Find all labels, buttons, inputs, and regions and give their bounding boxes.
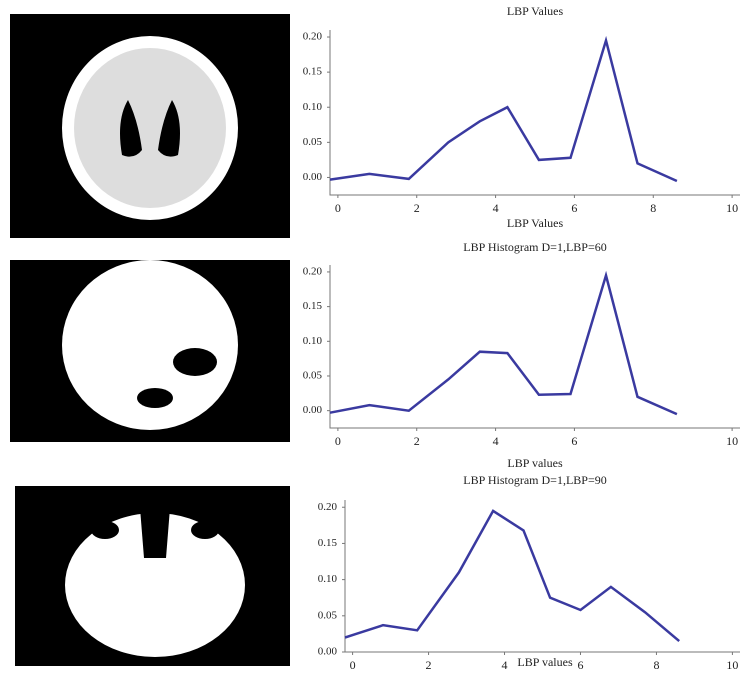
chart-title: LBP Histogram D=1,LBP=90	[463, 473, 606, 487]
x-tick-label: 10	[726, 658, 738, 672]
x-tick-label: 6	[577, 658, 583, 672]
x-tick-label: 8	[653, 658, 659, 672]
y-tick-label: 0.20	[303, 265, 323, 277]
data-line	[329, 35, 678, 183]
x-tick-label: 2	[414, 434, 420, 448]
y-tick-label: 0.00	[303, 171, 323, 183]
x-tick-label: 0	[335, 434, 341, 448]
x-tick-label: 8	[650, 201, 656, 215]
y-tick-label: 0.20	[318, 501, 338, 513]
y-tick-label: 0.10	[303, 101, 323, 113]
y-tick-label: 0.20	[303, 31, 323, 43]
y-tick-label: 0.15	[318, 537, 338, 549]
x-tick-label: 4	[493, 201, 499, 215]
y-tick-label: 0.00	[318, 646, 338, 658]
chart-title: LBP Values	[507, 4, 564, 18]
x-tick-label: 6	[571, 434, 577, 448]
data-line	[344, 509, 681, 643]
x-tick-label: 6	[571, 201, 577, 215]
y-tick-label: 0.15	[303, 300, 323, 312]
y-tick-label: 0.10	[303, 335, 323, 347]
x-tick-label: 4	[493, 434, 499, 448]
x-tick-label: 4	[502, 658, 508, 672]
y-tick-label: 0.05	[303, 136, 323, 148]
x-axis-label: LBP values	[517, 655, 573, 669]
x-axis-label: LBP Values	[507, 216, 564, 230]
x-tick-label: 10	[726, 201, 738, 215]
x-tick-label: 10	[726, 434, 738, 448]
mri-images	[10, 14, 290, 666]
axis	[329, 265, 740, 429]
x-tick-label: 2	[426, 658, 432, 672]
axis	[329, 30, 740, 196]
y-tick-label: 0.15	[303, 66, 323, 78]
x-tick-label: 0	[350, 658, 356, 672]
y-tick-label: 0.05	[303, 370, 323, 382]
y-tick-label: 0.10	[318, 573, 338, 585]
x-tick-label: 0	[335, 201, 341, 215]
y-tick-label: 0.00	[303, 404, 323, 416]
y-tick-label: 0.05	[318, 609, 338, 621]
data-line	[329, 270, 678, 416]
chart-title: LBP Histogram D=1,LBP=60	[463, 240, 606, 254]
x-tick-label: 2	[414, 201, 420, 215]
x-axis-label: LBP values	[507, 456, 563, 470]
